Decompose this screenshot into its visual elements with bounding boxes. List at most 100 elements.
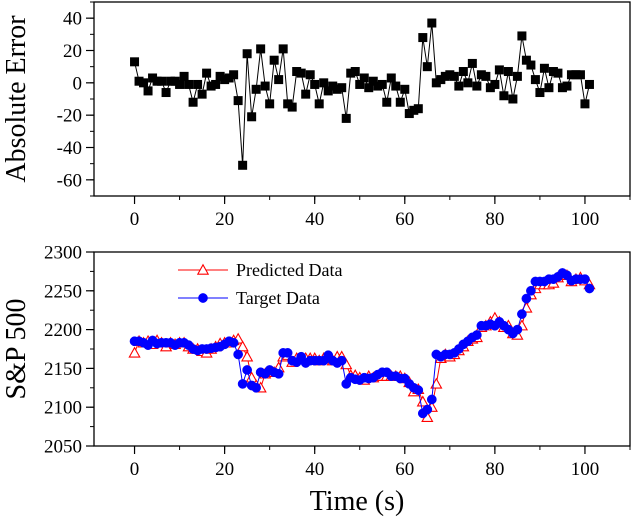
data-point	[265, 99, 275, 109]
data-point	[454, 81, 464, 91]
data-point	[228, 337, 239, 348]
legend-label: Predicted Data	[236, 260, 342, 280]
data-point	[241, 350, 254, 362]
data-point	[319, 78, 329, 88]
data-point	[512, 71, 522, 81]
data-point	[336, 355, 347, 366]
data-point	[539, 63, 549, 73]
x-tick-label: 0	[130, 459, 140, 480]
x-tick-label: 0	[130, 209, 140, 230]
series-target-data	[129, 268, 595, 419]
data-point	[364, 83, 374, 93]
legend-label: Target Data	[236, 288, 320, 308]
data-point	[562, 81, 572, 91]
data-point	[427, 18, 437, 28]
x-tick-label: 20	[215, 459, 234, 480]
data-point	[233, 349, 243, 360]
legend: Predicted Data Target Data	[178, 260, 342, 308]
data-point	[553, 68, 563, 78]
data-point	[508, 94, 518, 104]
y-tick-label: 0	[73, 73, 83, 94]
x-tick-label: 80	[485, 459, 504, 480]
data-point	[449, 71, 459, 81]
data-point	[544, 83, 554, 93]
data-point	[413, 104, 423, 114]
data-point	[260, 81, 270, 91]
data-point	[494, 65, 504, 75]
data-point	[355, 79, 365, 89]
data-point	[242, 365, 252, 375]
data-point	[422, 404, 433, 415]
data-point	[188, 97, 198, 107]
data-point	[269, 55, 279, 65]
plot-frame	[93, 1, 631, 197]
data-point	[233, 96, 243, 106]
y-tick-label: 2250	[44, 281, 82, 302]
data-point	[282, 348, 293, 358]
data-point	[422, 62, 432, 72]
y-tick-label: -20	[57, 106, 82, 127]
data-point	[413, 385, 424, 395]
data-point	[197, 89, 207, 99]
data-point	[575, 70, 585, 80]
data-point	[472, 81, 482, 91]
legend-item: Predicted Data	[178, 260, 342, 280]
data-point	[301, 89, 311, 99]
data-point	[426, 394, 437, 405]
data-point	[418, 33, 428, 43]
data-point	[391, 81, 401, 91]
data-point	[359, 73, 369, 83]
data-point	[395, 97, 405, 107]
x-tick-label: 40	[305, 459, 324, 480]
data-point	[526, 285, 536, 296]
data-point	[467, 58, 477, 68]
data-point	[236, 340, 249, 352]
data-point	[175, 79, 185, 89]
y-tick-label: 2150	[44, 359, 82, 380]
data-point	[521, 293, 532, 304]
data-point	[382, 97, 392, 107]
x-tick-label: 100	[571, 459, 600, 480]
y-axis-title: S&P 500	[1, 299, 32, 400]
x-tick-label: 60	[395, 209, 414, 230]
data-point	[130, 57, 140, 67]
data-point	[530, 75, 540, 85]
data-point	[490, 79, 500, 89]
x-axis-title: Time (s)	[310, 486, 405, 517]
y-tick-label: 40	[63, 9, 82, 30]
x-tick-label: 20	[215, 209, 234, 230]
data-point	[323, 86, 333, 96]
data-point	[202, 68, 212, 78]
data-point	[517, 309, 527, 319]
data-point	[463, 78, 473, 88]
data-point	[211, 79, 221, 89]
data-point	[143, 86, 153, 96]
sp500-chart: 0 20 40 60 80 100 2050 2100 2150 2200 2250 2300 S&P …	[1, 243, 631, 517]
data-point	[377, 79, 387, 89]
data-point	[499, 91, 509, 101]
data-point	[521, 55, 531, 65]
data-point	[128, 346, 141, 358]
y-tick-label: 2100	[44, 398, 82, 419]
y-tick-label: 2050	[44, 437, 82, 458]
data-point	[229, 70, 239, 80]
data-point	[274, 75, 284, 85]
data-point	[368, 76, 378, 86]
data-point	[310, 79, 320, 89]
y-tick-label: 2200	[44, 320, 82, 341]
data-point	[517, 31, 527, 41]
x-tick-label: 60	[395, 459, 414, 480]
data-point	[237, 379, 248, 389]
data-point	[512, 324, 523, 335]
y-tick-label: -60	[57, 170, 82, 191]
data-point	[458, 67, 468, 77]
data-point	[535, 88, 545, 98]
y-tick-label: 2300	[44, 243, 82, 264]
y-tick-label: -40	[57, 138, 82, 159]
data-point	[472, 330, 482, 340]
x-tick-label: 100	[571, 209, 600, 230]
data-point	[580, 99, 590, 109]
data-point	[305, 70, 315, 80]
data-point	[251, 84, 261, 94]
